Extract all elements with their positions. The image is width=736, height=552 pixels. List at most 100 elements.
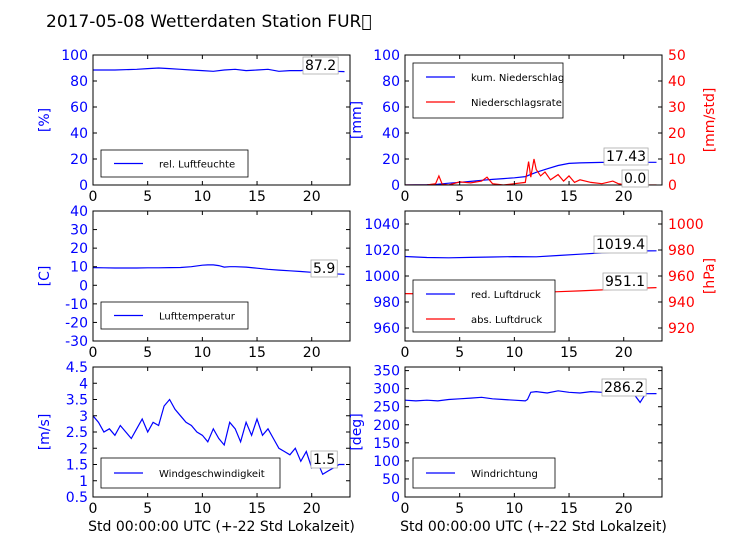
x-tick-label: 0 [401,345,410,361]
y-tick-label: 40 [70,126,88,142]
y-tick-label: 300 [373,382,400,398]
legend: kum. Niederschlag Niederschlagsrate [412,62,564,119]
chart-panel-windspeed: 0 5 10 15 200.511.522.533.544.5[m/s]Std 00:0… [37,360,355,535]
y-axis-label: [C] [37,266,53,287]
x-tick-label: 20 [303,501,321,517]
x-tick-label: 10 [505,501,523,517]
x-tick-label: 10 [193,345,211,361]
x-tick-label: 5 [143,501,152,517]
legend-entry: red. Luftdruck [471,290,541,301]
y-tick-label: 250 [373,400,400,416]
x-tick-label: 20 [615,189,633,205]
y-tick-label: 3.5 [66,393,88,409]
y-tick-label: 0 [79,278,88,294]
y-tick-label-right: 920 [668,321,695,337]
y-tick-label-right: 10 [668,152,686,168]
legend: Windrichtung [412,457,556,489]
y-tick-label: 80 [382,74,400,90]
legend-entry: abs. Luftdruck [471,315,542,326]
x-tick-label: 5 [455,345,464,361]
y-tick-label: 0 [391,178,400,194]
y-tick-label: 0 [79,178,88,194]
y-tick-label: 1020 [364,243,400,259]
y-tick-label: 100 [373,48,400,64]
chart-panel-temperature: 0 5 10 15 20 -30 -20 -10 0 10 20 30 40 [C] Lufttempera… [37,204,351,361]
legend-entry: Windgeschwindigkeit [159,469,265,480]
y-tick-label-right: 20 [668,126,686,142]
y-tick-label: 1.5 [66,458,88,474]
annotation-text: 286.2 [604,380,644,396]
value-annotation: 0.0 [621,169,649,188]
value-annotation: 286.2 [601,378,647,397]
y-tick-label: 4 [79,376,88,392]
series-line-1 [405,158,657,185]
y-tick-label: 20 [70,241,88,257]
x-tick-label: 0 [89,345,98,361]
legend-entry: kum. Niederschlag [471,73,564,84]
series-line-0 [93,264,345,275]
value-annotation: 1.5 [310,450,338,469]
y-tick-label-right: 940 [668,295,695,311]
y-tick-label: 2.5 [66,425,88,441]
legend-entry: rel. Luftfeuchte [159,160,235,171]
annotation-text: 951.1 [605,274,645,290]
legend: Windgeschwindigkeit [100,457,281,489]
annotation-box [621,169,649,188]
figure-title: 2017-05-08 Wetterdaten Station FUR  [46,12,372,32]
y-tick-label: -10 [65,297,88,313]
y-tick-label: 40 [382,126,400,142]
x-tick-label: 15 [248,189,266,205]
y-tick-label: 0.5 [66,490,88,506]
plot-frame [92,210,351,342]
x-tick-label: 0 [401,189,410,205]
annotation-text: 5.9 [313,261,335,277]
legend: rel. Luftfeuchte [100,149,249,178]
y-axis-label-right: [mm/std] [702,88,718,153]
y-tick-label: 30 [70,223,88,239]
y-tick-label-right: 980 [668,243,695,259]
y-tick-label: 150 [373,436,400,452]
x-tick-label: 15 [248,345,266,361]
annotation-box [302,56,339,75]
x-tick-label: 0 [89,189,98,205]
y-tick-label-right: 30 [668,100,686,116]
x-axis-label: Std 00:00:00 UTC (+-22 Std Lokalzeit) [400,519,667,535]
chart-panel-pressure: 0 5 10 15 20 960 980 1000 1020 1040 920 940 960 980 10… [364,210,718,361]
legend-entry: Windrichtung [471,469,538,480]
legend-box [412,279,556,333]
annotation-box [602,272,648,291]
y-tick-label: 80 [70,74,88,90]
value-annotation: 951.1 [602,272,648,291]
y-tick-label: 20 [382,152,400,168]
y-tick-label-right: 40 [668,74,686,90]
y-tick-label: 3 [79,409,88,425]
y-axis-label-right: [hPa] [702,258,718,294]
annotation-box [603,147,649,166]
chart-panel-precipitation: 0 5 10 15 20 0 20 40 60 80 100 0 10 20 30 40 50 [mm] [mm/s… [349,48,718,205]
x-tick-label: 20 [615,501,633,517]
annotation-box [593,235,648,254]
x-tick-label: 20 [303,189,321,205]
y-tick-label: 60 [70,100,88,116]
annotation-box [601,378,647,397]
y-tick-label-right: 960 [668,269,695,285]
y-tick-label: 10 [70,260,88,276]
x-tick-label: 15 [248,501,266,517]
y-tick-label: -20 [65,315,88,331]
x-axis-label: Std 00:00:00 UTC (+-22 Std Lokalzeit) [88,519,355,535]
value-annotation: 5.9 [310,259,338,278]
y-axis-label: [deg] [349,413,365,450]
x-tick-label: 5 [455,501,464,517]
x-tick-label: 5 [143,189,152,205]
x-tick-label: 0 [401,501,410,517]
y-axis-label: [%] [37,108,53,132]
y-tick-label: 350 [373,364,400,380]
legend: Lufttemperatur [100,301,249,330]
x-tick-label: 15 [560,501,578,517]
chart-panel-humidity: 0 5 10 15 20 0 20 40 60 80 100 [%] rel. Luftfeuchte 8… [37,48,351,205]
x-tick-label: 10 [505,189,523,205]
x-tick-label: 20 [303,345,321,361]
legend-entry: Lufttemperatur [159,312,236,323]
y-tick-label: 50 [382,472,400,488]
